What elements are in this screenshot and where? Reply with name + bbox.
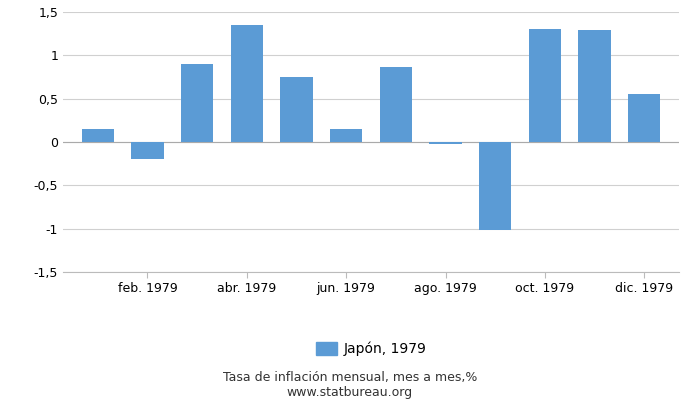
Bar	[181, 64, 214, 142]
Bar	[330, 129, 363, 142]
Bar	[231, 25, 263, 142]
Bar	[280, 77, 313, 142]
Text: www.statbureau.org: www.statbureau.org	[287, 386, 413, 399]
Bar	[379, 67, 412, 142]
Bar	[479, 142, 511, 230]
Bar	[132, 142, 164, 159]
Legend: Japón, 1979: Japón, 1979	[310, 336, 432, 362]
Bar	[429, 142, 462, 144]
Bar	[578, 30, 610, 142]
Text: Tasa de inflación mensual, mes a mes,%: Tasa de inflación mensual, mes a mes,%	[223, 372, 477, 384]
Bar	[528, 29, 561, 142]
Bar	[628, 94, 660, 142]
Bar	[82, 129, 114, 142]
